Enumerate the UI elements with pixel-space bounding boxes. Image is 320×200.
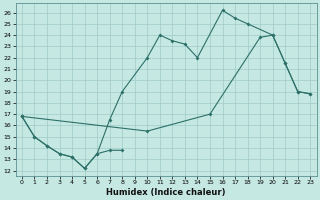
X-axis label: Humidex (Indice chaleur): Humidex (Indice chaleur) (106, 188, 226, 197)
